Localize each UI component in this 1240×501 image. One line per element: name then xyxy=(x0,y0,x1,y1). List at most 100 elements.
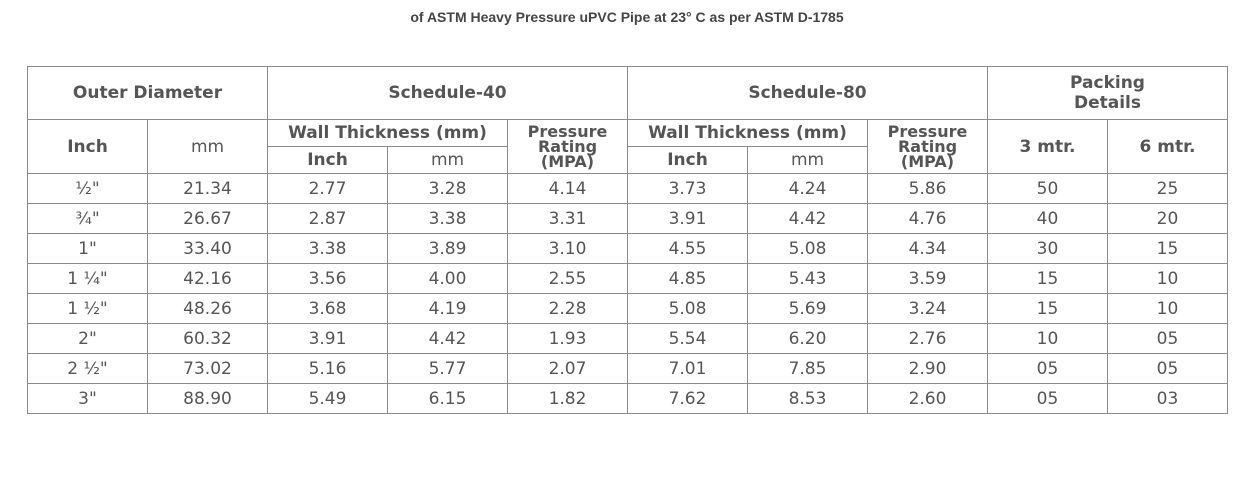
header-od-inch: Inch xyxy=(27,119,148,174)
cell-s80-inch: 7.62 xyxy=(627,383,748,414)
cell-s80-mm: 6.20 xyxy=(747,323,868,354)
header-s40-inch: Inch xyxy=(267,146,388,174)
cell-s40-pressure: 3.31 xyxy=(507,203,628,234)
header-s80-mm: mm xyxy=(747,146,868,174)
cell-pack-3m: 15 xyxy=(987,293,1108,324)
header-packing-line1: Packing xyxy=(1070,73,1145,93)
cell-s40-pressure: 2.07 xyxy=(507,353,628,384)
cell-pack-6m: 03 xyxy=(1107,383,1228,414)
cell-s40-pressure: 1.82 xyxy=(507,383,628,414)
cell-s40-mm: 3.89 xyxy=(387,233,508,264)
cell-s40-pressure: 3.10 xyxy=(507,233,628,264)
table-body: ½" 21.34 2.77 3.28 4.14 3.73 4.24 5.86 5… xyxy=(27,173,1228,414)
cell-od-mm: 26.67 xyxy=(147,203,268,234)
cell-s80-pressure: 4.76 xyxy=(867,203,988,234)
cell-s40-inch: 5.49 xyxy=(267,383,388,414)
cell-s80-mm: 5.43 xyxy=(747,263,868,294)
table-row: ¾" 26.67 2.87 3.38 3.31 3.91 4.42 4.76 4… xyxy=(27,203,1228,234)
cell-od-inch: 1 ¼" xyxy=(27,263,148,294)
cell-pack-3m: 05 xyxy=(987,353,1108,384)
table-header: Outer Diameter Schedule-40 Schedule-80 P… xyxy=(27,66,1228,174)
cell-s40-mm: 5.77 xyxy=(387,353,508,384)
header-s40-pressure-line2: Rating xyxy=(537,137,598,156)
cell-od-mm: 60.32 xyxy=(147,323,268,354)
header-s80-inch: Inch xyxy=(627,146,748,174)
cell-s80-mm: 4.24 xyxy=(747,173,868,204)
header-pack-6m: 6 mtr. xyxy=(1107,119,1228,174)
cell-s80-inch: 5.54 xyxy=(627,323,748,354)
cell-pack-6m: 05 xyxy=(1107,323,1228,354)
header-s40-pressure-line1: Pressure xyxy=(527,122,608,141)
cell-pack-3m: 15 xyxy=(987,263,1108,294)
cell-pack-3m: 05 xyxy=(987,383,1108,414)
cell-s80-pressure: 3.59 xyxy=(867,263,988,294)
cell-s80-inch: 3.91 xyxy=(627,203,748,234)
cell-s80-inch: 4.85 xyxy=(627,263,748,294)
cell-s80-pressure: 5.86 xyxy=(867,173,988,204)
header-s80-pressure-line3: (MPA) xyxy=(900,152,955,171)
cell-s40-pressure: 2.28 xyxy=(507,293,628,324)
cell-pack-6m: 10 xyxy=(1107,293,1228,324)
header-od-mm: mm xyxy=(147,119,268,174)
cell-s80-mm: 5.69 xyxy=(747,293,868,324)
cell-od-inch: 2 ½" xyxy=(27,353,148,384)
cell-s40-mm: 4.42 xyxy=(387,323,508,354)
cell-od-inch: ¾" xyxy=(27,203,148,234)
cell-pack-3m: 10 xyxy=(987,323,1108,354)
cell-s80-inch: 3.73 xyxy=(627,173,748,204)
header-schedule-40: Schedule-40 xyxy=(267,66,628,120)
cell-s80-inch: 4.55 xyxy=(627,233,748,264)
cell-s40-mm: 4.00 xyxy=(387,263,508,294)
cell-od-inch: 1" xyxy=(27,233,148,264)
header-schedule-80: Schedule-80 xyxy=(627,66,988,120)
header-pack-3m: 3 mtr. xyxy=(987,119,1108,174)
cell-pack-3m: 50 xyxy=(987,173,1108,204)
header-s80-pressure-line2: Rating xyxy=(897,137,958,156)
cell-pack-6m: 20 xyxy=(1107,203,1228,234)
cell-od-mm: 42.16 xyxy=(147,263,268,294)
cell-s80-inch: 5.08 xyxy=(627,293,748,324)
cell-od-mm: 33.40 xyxy=(147,233,268,264)
pipe-spec-table: Outer Diameter Schedule-40 Schedule-80 P… xyxy=(27,66,1228,414)
cell-s40-pressure: 2.55 xyxy=(507,263,628,294)
table-row: 1" 33.40 3.38 3.89 3.10 4.55 5.08 4.34 3… xyxy=(27,233,1228,264)
cell-s40-inch: 3.91 xyxy=(267,323,388,354)
cell-s80-pressure: 4.34 xyxy=(867,233,988,264)
cell-pack-3m: 30 xyxy=(987,233,1108,264)
cell-s80-pressure: 3.24 xyxy=(867,293,988,324)
cell-s40-pressure: 1.93 xyxy=(507,323,628,354)
cell-od-inch: 2" xyxy=(27,323,148,354)
header-s80-pressure-rating: Pressure Rating (MPA) xyxy=(867,119,988,174)
cell-s80-mm: 7.85 xyxy=(747,353,868,384)
cell-pack-6m: 25 xyxy=(1107,173,1228,204)
header-s40-pressure-line3: (MPA) xyxy=(540,152,595,171)
cell-s40-inch: 2.77 xyxy=(267,173,388,204)
cell-s40-pressure: 4.14 xyxy=(507,173,628,204)
cell-s40-inch: 2.87 xyxy=(267,203,388,234)
cell-pack-6m: 05 xyxy=(1107,353,1228,384)
cell-s80-mm: 4.42 xyxy=(747,203,868,234)
cell-s80-inch: 7.01 xyxy=(627,353,748,384)
header-s40-mm: mm xyxy=(387,146,508,174)
header-outer-diameter: Outer Diameter xyxy=(27,66,268,120)
cell-s80-mm: 8.53 xyxy=(747,383,868,414)
cell-s40-mm: 6.15 xyxy=(387,383,508,414)
table-row: 3" 88.90 5.49 6.15 1.82 7.62 8.53 2.60 0… xyxy=(27,383,1228,414)
header-s40-wall-thickness: Wall Thickness (mm) xyxy=(267,119,508,147)
table-row: ½" 21.34 2.77 3.28 4.14 3.73 4.24 5.86 5… xyxy=(27,173,1228,204)
page-title: of ASTM Heavy Pressure uPVC Pipe at 23° … xyxy=(410,9,844,25)
header-packing-details: Packing Details xyxy=(987,66,1228,120)
cell-od-inch: 3" xyxy=(27,383,148,414)
cell-pack-6m: 10 xyxy=(1107,263,1228,294)
cell-s40-mm: 3.28 xyxy=(387,173,508,204)
cell-s80-pressure: 2.60 xyxy=(867,383,988,414)
header-s80-wall-thickness: Wall Thickness (mm) xyxy=(627,119,868,147)
cell-s40-inch: 3.38 xyxy=(267,233,388,264)
header-s40-pressure-rating: Pressure Rating (MPA) xyxy=(507,119,628,174)
cell-od-inch: ½" xyxy=(27,173,148,204)
cell-pack-3m: 40 xyxy=(987,203,1108,234)
cell-s80-pressure: 2.90 xyxy=(867,353,988,384)
table-row: 1 ½" 48.26 3.68 4.19 2.28 5.08 5.69 3.24… xyxy=(27,293,1228,324)
header-s80-pressure-line1: Pressure xyxy=(887,122,968,141)
cell-pack-6m: 15 xyxy=(1107,233,1228,264)
